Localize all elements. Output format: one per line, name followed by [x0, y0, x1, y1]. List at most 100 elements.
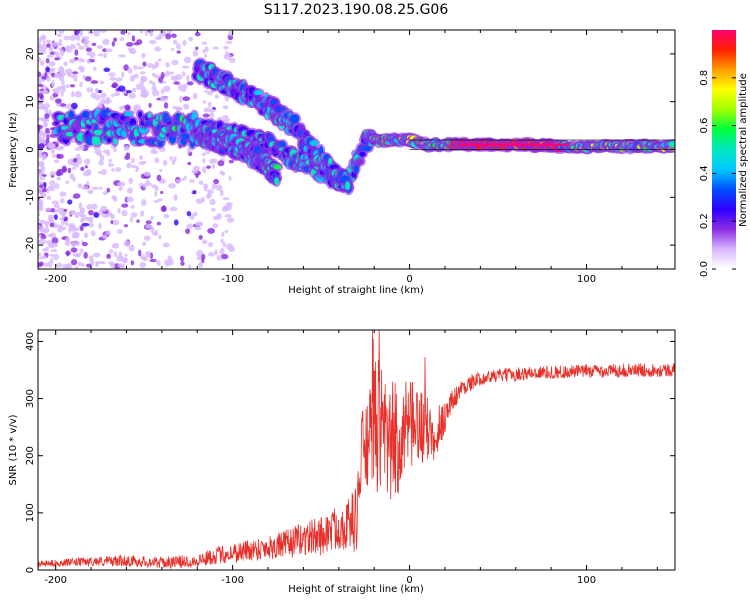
spectrogram-noise-blob — [63, 208, 68, 212]
spectrogram-noise-blob — [205, 194, 212, 199]
spectrogram-noise-blob — [101, 168, 107, 176]
spectrogram-noise-blob — [78, 202, 83, 210]
spectrogram-noise-blob — [86, 59, 91, 64]
spectrogram-noise-blob — [172, 39, 178, 45]
spectrogram-noise-blob — [228, 30, 233, 37]
spectrogram-noise-blob — [82, 75, 86, 80]
spectrogram-noise-blob — [105, 98, 110, 105]
spectrogram-noise-blob — [43, 220, 50, 225]
spectrogram-noise-blob — [169, 156, 174, 161]
spectrogram-plot-area — [38, 30, 675, 269]
spectrogram-noise-blob — [56, 33, 63, 38]
spectrogram-noise-blob — [58, 39, 63, 43]
spectrogram-noise-blob — [219, 189, 224, 197]
spectrogram-noise-blob — [65, 68, 73, 75]
spectrogram-noise-blob — [81, 263, 85, 267]
spectrogram-noise-blob — [140, 210, 145, 217]
spectrogram-noise-blob — [193, 211, 198, 217]
spectrogram-noise-blob — [198, 180, 204, 185]
spectrogram-noise-blob — [129, 74, 136, 82]
spectrogram-noise-blob — [131, 164, 138, 169]
spectrogram-noise-blob — [87, 222, 94, 228]
spectrogram-noise-blob — [111, 83, 119, 87]
spectrogram-noise-blob — [45, 223, 49, 229]
spectrogram-noise-blob — [48, 61, 56, 67]
spectrogram-noise-blob — [39, 161, 45, 168]
spectrogram-noise-blob — [49, 253, 55, 257]
spectrogram-noise-blob — [206, 189, 214, 195]
spectrogram-noise-blob — [195, 250, 204, 257]
spectrogram-noise-blob — [117, 207, 121, 214]
spectrogram-noise-blob — [156, 174, 162, 182]
spectrogram-noise-blob — [40, 43, 48, 51]
spectrogram-noise-blob — [141, 52, 146, 59]
spectrogram-noise-blob — [46, 43, 51, 48]
spectrogram-noise-blob — [42, 255, 47, 259]
spectrogram-noise-blob — [61, 166, 68, 173]
spectrogram-noise-blob — [124, 155, 131, 160]
spectrogram-noise-blob — [50, 257, 54, 264]
colorbar-tick-label: 0.0 — [699, 261, 710, 277]
spectrogram-noise-blob — [121, 203, 129, 208]
spectrogram-noise-blob — [185, 228, 191, 235]
spectrogram-noise-blob — [38, 175, 45, 181]
spectrogram-noise-blob — [79, 81, 83, 88]
spectrogram-noise-blob — [106, 187, 111, 193]
spectrogram-y-tick-label: -10 — [25, 189, 36, 205]
spectrogram-noise-blob — [97, 53, 104, 57]
spectrogram-noise-blob — [65, 103, 74, 109]
spectrogram-noise-blob — [67, 167, 72, 174]
spectrogram-noise-blob — [173, 156, 177, 163]
spectrogram-noise-blob — [186, 210, 192, 217]
spectrogram-noise-blob — [87, 189, 94, 195]
spectrogram-noise-blob — [68, 58, 76, 64]
spectrogram-noise-blob — [173, 81, 180, 85]
spectrogram-noise-blob — [110, 219, 114, 225]
spectrogram-noise-blob — [38, 93, 44, 98]
spectrogram-noise-blob — [182, 96, 191, 102]
spectrogram-noise-blob — [51, 207, 55, 213]
spectrogram-noise-blob — [113, 197, 118, 202]
spectrogram-noise-blob — [141, 160, 147, 165]
spectrogram-noise-blob — [45, 127, 50, 134]
spectrogram-noise-blob — [76, 42, 80, 47]
spectrogram-noise-blob — [130, 260, 135, 266]
spectrogram-noise-blob — [228, 175, 232, 181]
spectrogram-noise-blob — [207, 227, 215, 234]
spectrogram-noise-blob — [148, 80, 153, 85]
spectrogram-noise-blob — [78, 144, 85, 151]
spectrogram-noise-blob — [211, 163, 216, 169]
spectrogram-blob — [309, 140, 318, 147]
spectrogram-noise-blob — [72, 157, 78, 163]
spectrogram-noise-blob — [171, 33, 177, 38]
spectrogram-noise-blob — [194, 226, 202, 231]
spectrogram-noise-blob — [38, 84, 44, 88]
spectrogram-noise-blob — [194, 32, 201, 37]
spectrogram-noise-blob — [60, 91, 64, 97]
spectrogram-noise-blob — [72, 71, 79, 75]
spectrogram-noise-blob — [173, 219, 179, 226]
spectrogram-noise-blob — [118, 185, 123, 192]
spectrogram-noise-blob — [95, 261, 100, 265]
spectrogram-noise-blob — [223, 45, 229, 50]
spectrogram-noise-blob — [131, 35, 136, 42]
spectrogram-noise-blob — [168, 258, 174, 266]
spectrogram-noise-blob — [163, 85, 171, 92]
spectrogram-noise-blob — [47, 185, 56, 192]
spectrogram-noise-blob — [222, 197, 230, 201]
snr-y-label: SNR (10 * v/v) — [8, 414, 19, 485]
spectrogram-noise-blob — [180, 261, 185, 267]
spectrogram-noise-blob — [206, 165, 211, 169]
spectrogram-noise-blob — [133, 64, 138, 70]
spectrogram-noise-blob — [85, 47, 92, 52]
spectrogram-noise-blob — [94, 94, 101, 101]
spectrogram-noise-blob — [38, 45, 43, 49]
spectrogram-noise-blob — [160, 71, 165, 79]
spectrogram-noise-blob — [105, 230, 111, 236]
spectrogram-noise-blob — [69, 35, 77, 42]
spectrogram-noise-blob — [77, 183, 83, 189]
spectrogram-y-tick-label: 0 — [25, 146, 36, 152]
spectrogram-noise-blob — [68, 222, 75, 229]
spectrogram-blob — [355, 159, 364, 165]
